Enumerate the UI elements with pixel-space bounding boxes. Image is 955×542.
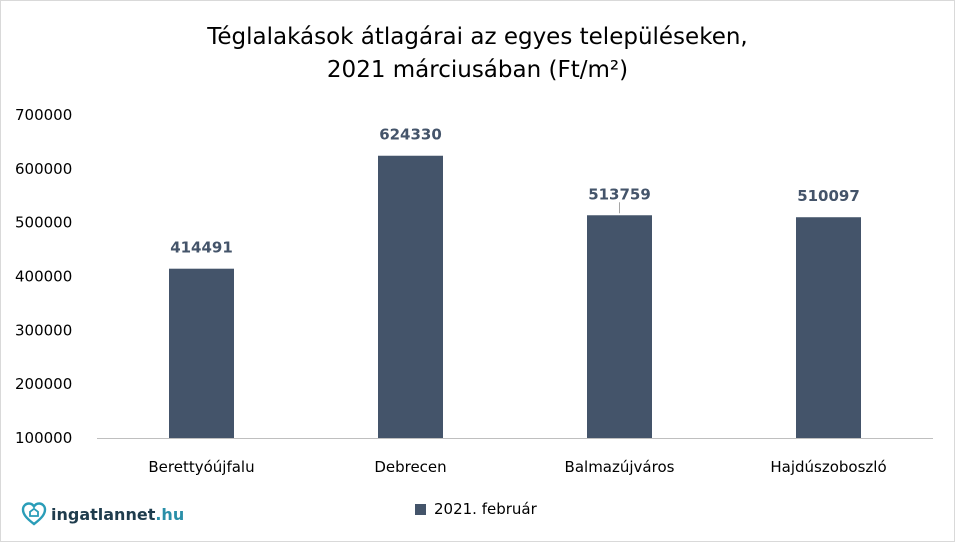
bar [169, 268, 234, 438]
data-label: 414491 [170, 239, 233, 257]
chart-title: Téglalakások átlagárai az egyes települé… [1, 21, 954, 87]
data-label: 624330 [379, 126, 442, 144]
y-tick-label: 400000 [15, 268, 72, 286]
legend: 2021. február [415, 500, 537, 518]
x-tick-label: Hajdúszoboszló [770, 458, 886, 476]
legend-label: 2021. február [434, 500, 537, 518]
bar [796, 217, 861, 438]
bar [378, 155, 443, 438]
brand-logo-text: ingatlannet.hu [51, 504, 185, 524]
y-tick-label: 100000 [15, 429, 72, 447]
x-tick-label: Balmazújváros [565, 458, 675, 476]
y-tick-label: 600000 [15, 160, 72, 178]
house-heart-icon [21, 502, 47, 526]
bar [587, 215, 652, 438]
data-label: 510097 [797, 187, 860, 205]
legend-swatch [415, 503, 426, 515]
chart-title-line-2: 2021 márciusában (Ft/m²) [326, 57, 629, 83]
brand-logo: ingatlannet.hu [21, 501, 184, 527]
x-tick-label: Berettyóújfalu [148, 458, 254, 476]
y-tick-label: 500000 [15, 214, 72, 232]
y-tick-label: 300000 [15, 321, 72, 339]
y-tick-label: 200000 [15, 375, 72, 393]
data-label: 513759 [588, 185, 651, 203]
x-tick-label: Debrecen [374, 458, 446, 476]
chart-title-line-1: Téglalakások átlagárai az egyes települé… [207, 24, 748, 50]
y-tick-label: 700000 [15, 106, 72, 124]
